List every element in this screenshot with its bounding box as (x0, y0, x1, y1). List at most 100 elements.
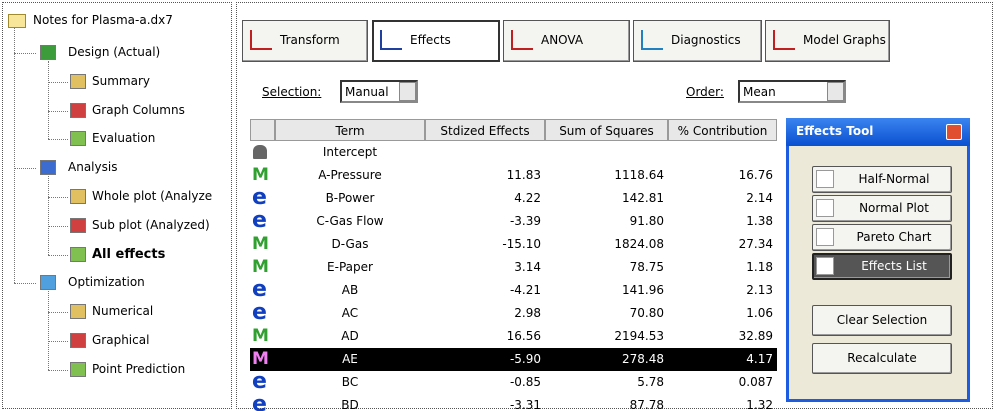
table-cell: 4.22 (514, 191, 541, 205)
tool-button-icon (816, 257, 834, 275)
toolbar-tab[interactable] (372, 20, 500, 62)
tree-label[interactable]: Summary (92, 73, 150, 88)
table-cell: 1824.08 (614, 237, 664, 251)
action-button[interactable] (812, 343, 952, 374)
table-cell: 1.18 (746, 260, 773, 274)
table-cell[interactable]: C-Gas Flow (316, 214, 384, 228)
main-panel (236, 2, 993, 409)
tree-label[interactable]: Notes for Plasma-a.dx7 (33, 13, 173, 27)
table-header-cell: % Contribution (668, 119, 777, 141)
tree-label[interactable]: Point Prediction (92, 361, 186, 376)
toolbar-tab[interactable] (633, 20, 762, 62)
tree-label[interactable]: Optimization (68, 275, 145, 290)
table-header-cell (250, 119, 275, 141)
action-button[interactable] (812, 305, 952, 336)
row-icon[interactable]: e (252, 300, 267, 325)
table-cell[interactable]: AC (341, 306, 359, 320)
table-cell: 16.56 (506, 329, 541, 343)
table-cell: -15.10 (502, 237, 541, 251)
tab-icon (641, 30, 663, 50)
tab-label: Model Graphs (803, 33, 886, 47)
table-cell: 5.78 (637, 375, 664, 389)
row-icon[interactable]: M (252, 326, 269, 346)
tree-line (48, 81, 68, 83)
tree-label[interactable]: Sub plot (Analyzed) (92, 217, 210, 232)
tree-icon (40, 275, 56, 291)
tree-line (48, 176, 49, 255)
tree-line (48, 341, 68, 342)
table-cell[interactable]: AE (342, 352, 358, 366)
table-cell: 278.48 (622, 352, 664, 366)
tree-icon (70, 131, 86, 147)
tree-line (14, 168, 36, 170)
table-cell: -0.85 (509, 375, 541, 389)
tree-icon (40, 45, 56, 60)
table-header-cell: Stdized Effects (425, 119, 545, 141)
table-cell[interactable]: A-Pressure (318, 168, 382, 182)
toolbar-tab[interactable] (242, 20, 368, 62)
table-cell: 70.80 (629, 306, 664, 320)
table-cell[interactable]: E-Paper (327, 260, 373, 274)
tree-icon (70, 189, 86, 204)
row-icon[interactable]: e (252, 185, 267, 210)
tree-icon (8, 14, 26, 28)
table-cell[interactable]: Intercept (322, 145, 378, 159)
row-icon[interactable]: e (252, 369, 267, 394)
tree-label[interactable]: Numerical (92, 304, 154, 319)
row-icon[interactable]: M (252, 234, 269, 254)
tree-label[interactable]: Graph Columns (92, 102, 185, 117)
tool-button[interactable] (812, 195, 952, 222)
tree-label[interactable]: Design (Actual) (68, 45, 161, 59)
tool-titlebar (786, 118, 970, 146)
tree-label[interactable]: Evaluation (92, 131, 156, 146)
row-icon[interactable]: e (252, 277, 267, 302)
table-cell[interactable]: BD (341, 398, 359, 411)
row-icon[interactable]: e (252, 392, 267, 411)
row-icon[interactable]: M (252, 165, 269, 185)
tree-icon (70, 333, 86, 348)
tab-icon (380, 30, 402, 50)
tree-icon (70, 246, 86, 262)
action-label: Recalculate (847, 351, 917, 365)
tool-button[interactable] (812, 166, 952, 193)
tool-button-label: Half-Normal (858, 172, 930, 186)
table-cell: 0.087 (738, 375, 773, 389)
table-cell: 32.89 (738, 329, 773, 343)
table-cell[interactable]: BC (341, 375, 359, 389)
toolbar-tab[interactable] (503, 20, 630, 62)
selected-row (250, 348, 777, 371)
tool-button[interactable] (812, 224, 952, 251)
table-cell: 1.32 (746, 398, 773, 411)
table-cell[interactable]: AD (341, 329, 359, 343)
table-cell[interactable]: D-Gas (331, 237, 369, 251)
row-icon[interactable]: e (252, 208, 267, 233)
row-icon[interactable]: M (252, 349, 269, 369)
toolbar-tab[interactable] (765, 20, 890, 62)
table-cell (545, 141, 668, 163)
dropdown-arrow (399, 82, 416, 101)
action-label: Clear Selection (836, 313, 928, 327)
selection-dropdown[interactable]: Manual (340, 80, 418, 103)
table-cell: 4.17 (746, 352, 773, 366)
order-label: Order: (686, 85, 724, 99)
close-button[interactable] (946, 124, 962, 140)
tree-label[interactable]: All effects (92, 246, 166, 262)
table-cell: 1.38 (746, 214, 773, 228)
tool-button-icon (816, 170, 834, 188)
dropdown-arrow (827, 82, 844, 101)
tree-label[interactable]: Analysis (68, 160, 118, 175)
table-cell: 2.98 (514, 306, 541, 320)
table-cell[interactable]: B-Power (325, 191, 375, 205)
table-cell[interactable]: AB (341, 283, 359, 297)
tool-button-icon (816, 199, 834, 217)
order-dropdown[interactable]: Mean (738, 80, 846, 103)
lock-icon (253, 145, 267, 159)
tree-icon (70, 304, 86, 320)
table-cell: -5.90 (509, 352, 541, 366)
tab-label: Effects (410, 33, 451, 47)
tree-label[interactable]: Graphical (92, 333, 150, 347)
row-icon[interactable]: M (252, 257, 269, 277)
tool-button[interactable] (812, 253, 952, 280)
tree-label[interactable]: Whole plot (Analyze (92, 189, 213, 203)
